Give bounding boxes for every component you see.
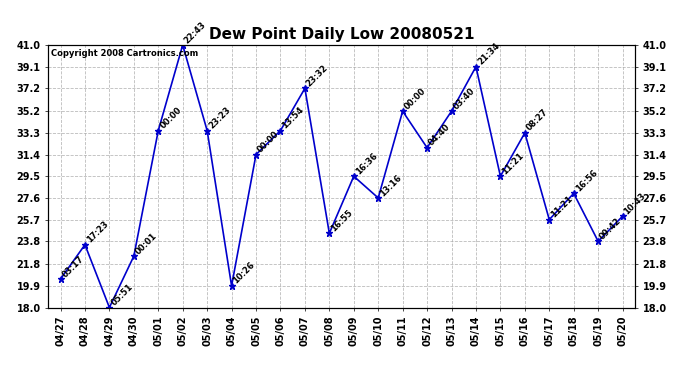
Text: 22:43: 22:43 [183,20,208,45]
Text: 10:43: 10:43 [622,191,648,216]
Title: Dew Point Daily Low 20080521: Dew Point Daily Low 20080521 [209,27,474,42]
Text: 11:21: 11:21 [549,194,575,220]
Text: 17:23: 17:23 [85,219,110,245]
Text: 05:51: 05:51 [110,282,135,308]
Text: 00:01: 00:01 [134,231,159,256]
Text: 09:42: 09:42 [598,216,623,241]
Text: 13:16: 13:16 [378,172,404,198]
Text: 00:00: 00:00 [256,129,281,154]
Text: Copyright 2008 Cartronics.com: Copyright 2008 Cartronics.com [51,49,199,58]
Text: 11:21: 11:21 [500,151,526,176]
Text: 23:23: 23:23 [207,105,233,130]
Text: 00:00: 00:00 [158,106,184,130]
Text: 03:40: 03:40 [451,86,477,111]
Text: 04:40: 04:40 [427,123,452,148]
Text: 08:27: 08:27 [525,108,550,133]
Text: 16:55: 16:55 [329,208,355,233]
Text: 03:17: 03:17 [61,254,86,279]
Text: 00:00: 00:00 [403,86,428,111]
Text: 16:56: 16:56 [573,168,599,194]
Text: 16:36: 16:36 [354,151,379,176]
Text: 23:32: 23:32 [305,63,330,88]
Text: 21:34: 21:34 [476,41,501,67]
Text: 13:54: 13:54 [280,105,306,130]
Text: 10:26: 10:26 [232,261,257,286]
